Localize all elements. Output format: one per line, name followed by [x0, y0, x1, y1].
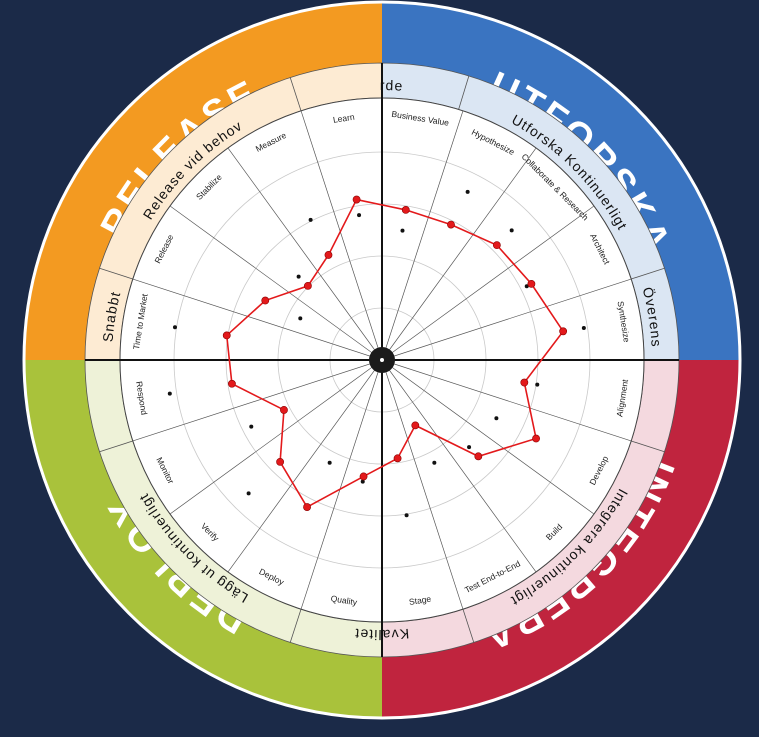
spoke-line [381, 359, 632, 442]
spoke-line [227, 359, 383, 573]
red-profile-point [393, 454, 402, 463]
red-profile-point [559, 327, 568, 336]
black-dot [509, 228, 514, 233]
red-profile-point [447, 220, 455, 229]
outer-rim [22, 0, 742, 720]
red-profile-point [276, 457, 285, 466]
band-divider [99, 267, 133, 280]
black-dot [249, 424, 254, 429]
black-dot [400, 228, 405, 233]
band-divider [289, 609, 302, 643]
spoke-line [381, 205, 595, 361]
red-profile-point [261, 296, 270, 305]
spoke-label: Learn [332, 112, 355, 125]
ring-bands [84, 62, 680, 658]
red-profile-point [359, 472, 368, 481]
red-profile-point [228, 379, 236, 388]
band-divider [631, 440, 665, 453]
red-profile-point [492, 241, 501, 250]
black-dot [524, 284, 529, 289]
red-profile-point [520, 378, 529, 387]
black-dot [535, 382, 540, 387]
red-profile-point [303, 503, 311, 511]
spoke-line [381, 110, 464, 361]
black-dot [467, 445, 472, 450]
black-dot-series [167, 189, 586, 518]
spoke-line [132, 359, 383, 442]
spoke-line [300, 110, 383, 361]
red-profile-point [527, 279, 536, 288]
red-profile-point [280, 406, 288, 414]
spoke-line [132, 278, 383, 361]
spoke-line [381, 359, 464, 610]
center-hub-dot [380, 358, 384, 362]
black-dot [494, 416, 499, 421]
spoke-line [381, 147, 537, 361]
spoke-line [381, 359, 537, 573]
red-profile-point [324, 251, 333, 259]
black-dot [172, 325, 177, 330]
red-profile-point [411, 421, 420, 430]
red-profile-point [303, 281, 312, 290]
spoke-line [381, 278, 632, 361]
red-profile-point [352, 195, 361, 204]
black-dot [246, 491, 251, 496]
red-profile-point [532, 434, 540, 443]
black-dot [465, 189, 470, 194]
band-divider [289, 77, 302, 111]
spoke-line [300, 359, 383, 610]
red-profile-point [474, 452, 483, 461]
black-dot [357, 213, 362, 218]
ring-label: Snabbt [100, 290, 124, 343]
spoke-label: Stage [408, 594, 432, 607]
red-profile-point [401, 206, 410, 214]
spoke-line [169, 359, 383, 515]
spoke-line [381, 359, 595, 515]
black-dot [360, 479, 365, 484]
spoke-line [169, 205, 383, 361]
spoke-line [227, 147, 383, 361]
ring-label: Kvalitet [354, 626, 410, 643]
black-dot [581, 326, 586, 331]
black-dot [308, 217, 313, 222]
red-profile-series [222, 195, 568, 511]
black-dot [296, 274, 301, 279]
radar-grid [85, 63, 679, 657]
black-dot [432, 460, 437, 465]
black-dot [167, 391, 172, 396]
band-divider [631, 267, 665, 280]
band-divider [462, 609, 475, 643]
red-profile-point [222, 331, 231, 340]
spoke-label: Quality [330, 593, 358, 607]
black-dot [298, 316, 303, 321]
black-dot [327, 460, 332, 465]
band-divider [99, 440, 133, 453]
black-dot [404, 513, 409, 518]
band-divider [458, 75, 470, 110]
